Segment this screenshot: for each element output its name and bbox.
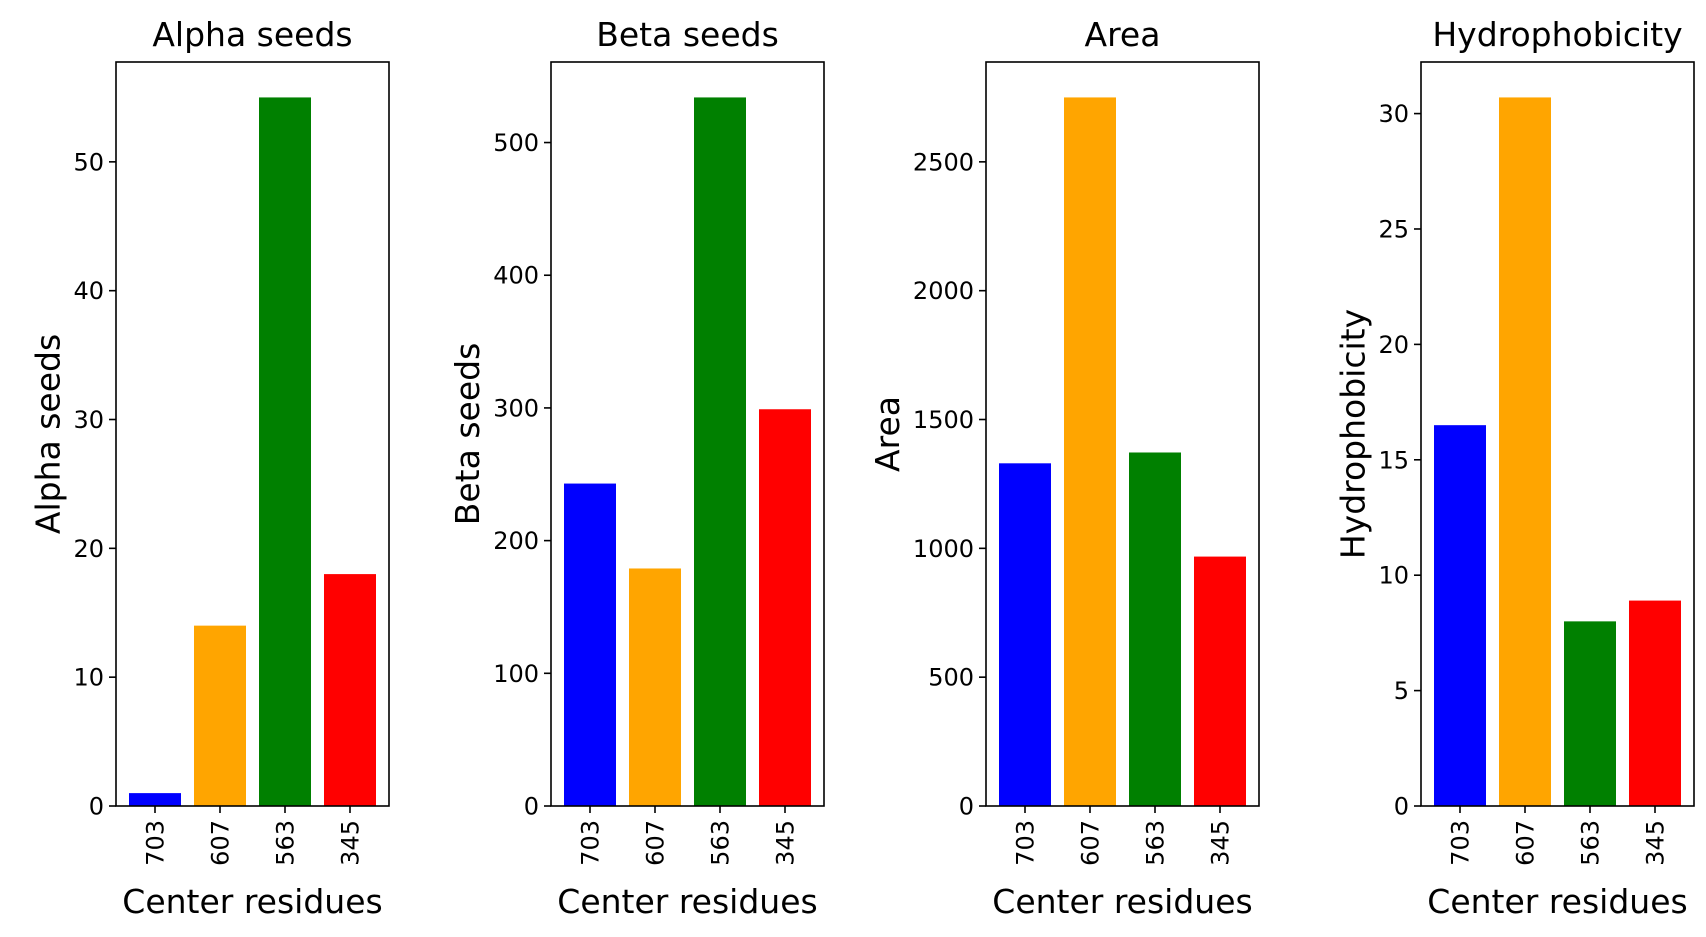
- axes-frame: [115, 61, 390, 807]
- bar-345: [759, 409, 811, 806]
- bar-345: [1194, 556, 1246, 806]
- y-tick-label: 300: [493, 394, 539, 422]
- bar-607: [1499, 97, 1551, 807]
- x-tick-label: 345: [337, 820, 365, 866]
- axes-frame: [1420, 61, 1695, 807]
- y-tick-label: 25: [1378, 215, 1409, 243]
- x-tick-label: 607: [642, 820, 670, 866]
- y-tick-label: 15: [1378, 446, 1409, 474]
- chart-title: Hydrophobicity: [1432, 15, 1682, 54]
- bar-563: [694, 97, 746, 807]
- y-tick-label: 1500: [913, 406, 974, 434]
- x-tick-label: 703: [577, 820, 605, 866]
- x-tick-label: 703: [1447, 820, 1475, 866]
- chart-title: Alpha seeds: [152, 15, 352, 54]
- y-tick-label: 400: [493, 262, 539, 290]
- chart-panel-1: 0 10 20 30 40 50 703 607 563 345 Alpha seeds Center…: [28, 15, 390, 921]
- x-tick-label: 703: [1012, 820, 1040, 866]
- bar-703: [1434, 425, 1486, 806]
- chart-panel-2: 0 100 200 300 400 500 703 607 563 345 Beta seeds Ce…: [448, 15, 825, 921]
- x-axis-label: Center residues: [1427, 882, 1687, 921]
- y-tick-label: 1000: [913, 535, 974, 563]
- x-axis-label: Center residues: [122, 882, 382, 921]
- y-axis-label: Hydrophobicity: [1333, 309, 1372, 559]
- y-tick-label: 2500: [913, 148, 974, 176]
- x-tick-label: 563: [1577, 820, 1605, 866]
- x-tick-label: 345: [1207, 820, 1235, 866]
- bar-703: [564, 483, 616, 806]
- bar-563: [259, 97, 311, 807]
- y-tick-label: 2000: [913, 277, 974, 305]
- y-tick-label: 500: [928, 664, 974, 692]
- y-tick-label: 500: [493, 129, 539, 157]
- y-axis-label: Beta seeds: [448, 343, 487, 526]
- x-axis-label: Center residues: [557, 882, 817, 921]
- y-tick-label: 100: [493, 660, 539, 688]
- axes-frame: [985, 61, 1260, 807]
- y-tick-label: 20: [73, 535, 104, 563]
- x-tick-label: 345: [772, 820, 800, 866]
- y-tick-label: 50: [73, 148, 104, 176]
- bar-345: [1629, 600, 1681, 806]
- x-tick-label: 345: [1642, 820, 1670, 866]
- bar-563: [1129, 452, 1181, 806]
- x-tick-label: 703: [142, 820, 170, 866]
- bar-703: [999, 463, 1051, 806]
- y-tick-label: 40: [73, 277, 104, 305]
- y-tick-label: 0: [1394, 793, 1409, 821]
- y-axis-label: Alpha seeds: [28, 334, 67, 534]
- y-tick-label: 30: [73, 406, 104, 434]
- y-tick-label: 30: [1378, 100, 1409, 128]
- x-tick-label: 563: [272, 820, 300, 866]
- bar-345: [324, 574, 376, 806]
- x-tick-label: 607: [207, 820, 235, 866]
- bar-703: [129, 793, 181, 806]
- bar-563: [1564, 621, 1616, 806]
- chart-panel-3: 0 500 1000 1500 2000 2500 703 607 563 345 Area Cent…: [868, 15, 1260, 921]
- chart-title: Beta seeds: [596, 15, 779, 54]
- x-tick-label: 563: [707, 820, 735, 866]
- y-tick-label: 20: [1378, 331, 1409, 359]
- y-tick-label: 10: [1378, 562, 1409, 590]
- bar-607: [194, 625, 246, 806]
- x-axis-label: Center residues: [992, 882, 1252, 921]
- y-tick-label: 10: [73, 664, 104, 692]
- bar-607: [629, 568, 681, 806]
- chart-title: Area: [1085, 15, 1161, 54]
- y-axis-label: Area: [868, 396, 907, 472]
- bar-607: [1064, 97, 1116, 807]
- y-tick-label: 0: [524, 793, 539, 821]
- y-tick-label: 5: [1394, 677, 1409, 705]
- y-tick-label: 200: [493, 527, 539, 555]
- x-tick-label: 607: [1512, 820, 1540, 866]
- axes-frame: [550, 61, 825, 807]
- chart-panel-4: 0 5 10 15 20 25 30 703 607 563 345 Hydrophobicity Ce…: [1333, 15, 1695, 921]
- x-tick-label: 607: [1077, 820, 1105, 866]
- x-tick-label: 563: [1142, 820, 1170, 866]
- y-tick-label: 0: [89, 793, 104, 821]
- y-tick-label: 0: [959, 793, 974, 821]
